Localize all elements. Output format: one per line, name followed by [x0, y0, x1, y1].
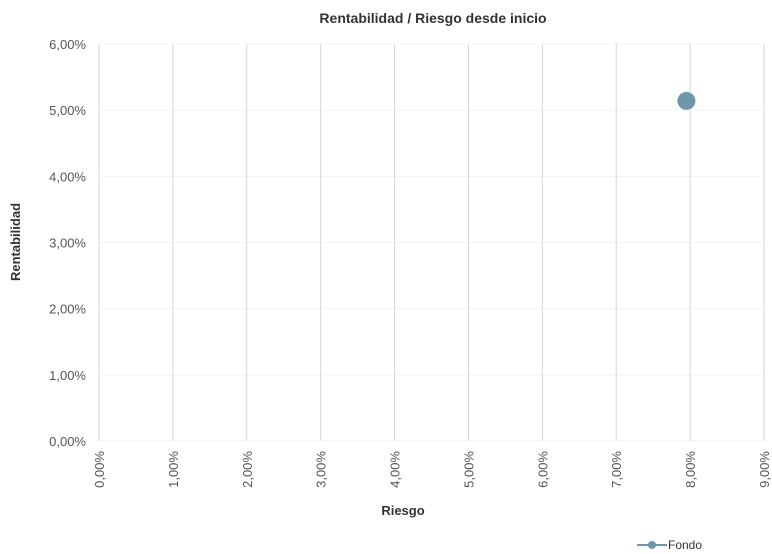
y-tick-label: 2,00% [49, 302, 86, 317]
x-tick-label: 4,00% [388, 451, 403, 488]
data-points [677, 91, 696, 110]
y-axis-title: Rentabilidad [8, 203, 23, 281]
y-tick-label: 0,00% [49, 434, 86, 449]
y-tick-label: 3,00% [49, 236, 86, 251]
data-point[interactable] [677, 91, 696, 110]
x-tick-label: 1,00% [166, 451, 181, 488]
legend-marker-icon [648, 541, 656, 549]
x-tick-label: 2,00% [240, 451, 255, 488]
x-tick-label: 3,00% [314, 451, 329, 488]
y-tick-label: 5,00% [49, 103, 86, 118]
x-axis-ticks: 0,00% 1,00% 2,00% 3,00% 4,00% 5,00% 6,00% 7,00%… [92, 451, 772, 488]
x-tick-label: 8,00% [683, 451, 698, 488]
x-tick-label: 6,00% [535, 451, 550, 488]
y-axis-ticks: 0,00% 1,00% 2,00% 3,00% 4,00% 5,00% 6,00% [49, 37, 86, 449]
grid-layer [98, 43, 765, 442]
chart-title: Rentabilidad / Riesgo desde inicio [319, 10, 546, 26]
x-axis-title: Riesgo [381, 503, 424, 518]
legend[interactable]: Fondo [637, 538, 702, 552]
x-tick-label: 9,00% [757, 451, 772, 488]
x-tick-label: 0,00% [92, 451, 107, 488]
x-tick-label: 7,00% [609, 451, 624, 488]
y-tick-label: 1,00% [49, 368, 86, 383]
y-tick-label: 6,00% [49, 37, 86, 52]
y-tick-label: 4,00% [49, 169, 86, 184]
x-tick-label: 5,00% [461, 451, 476, 488]
legend-label: Fondo [668, 538, 702, 549]
